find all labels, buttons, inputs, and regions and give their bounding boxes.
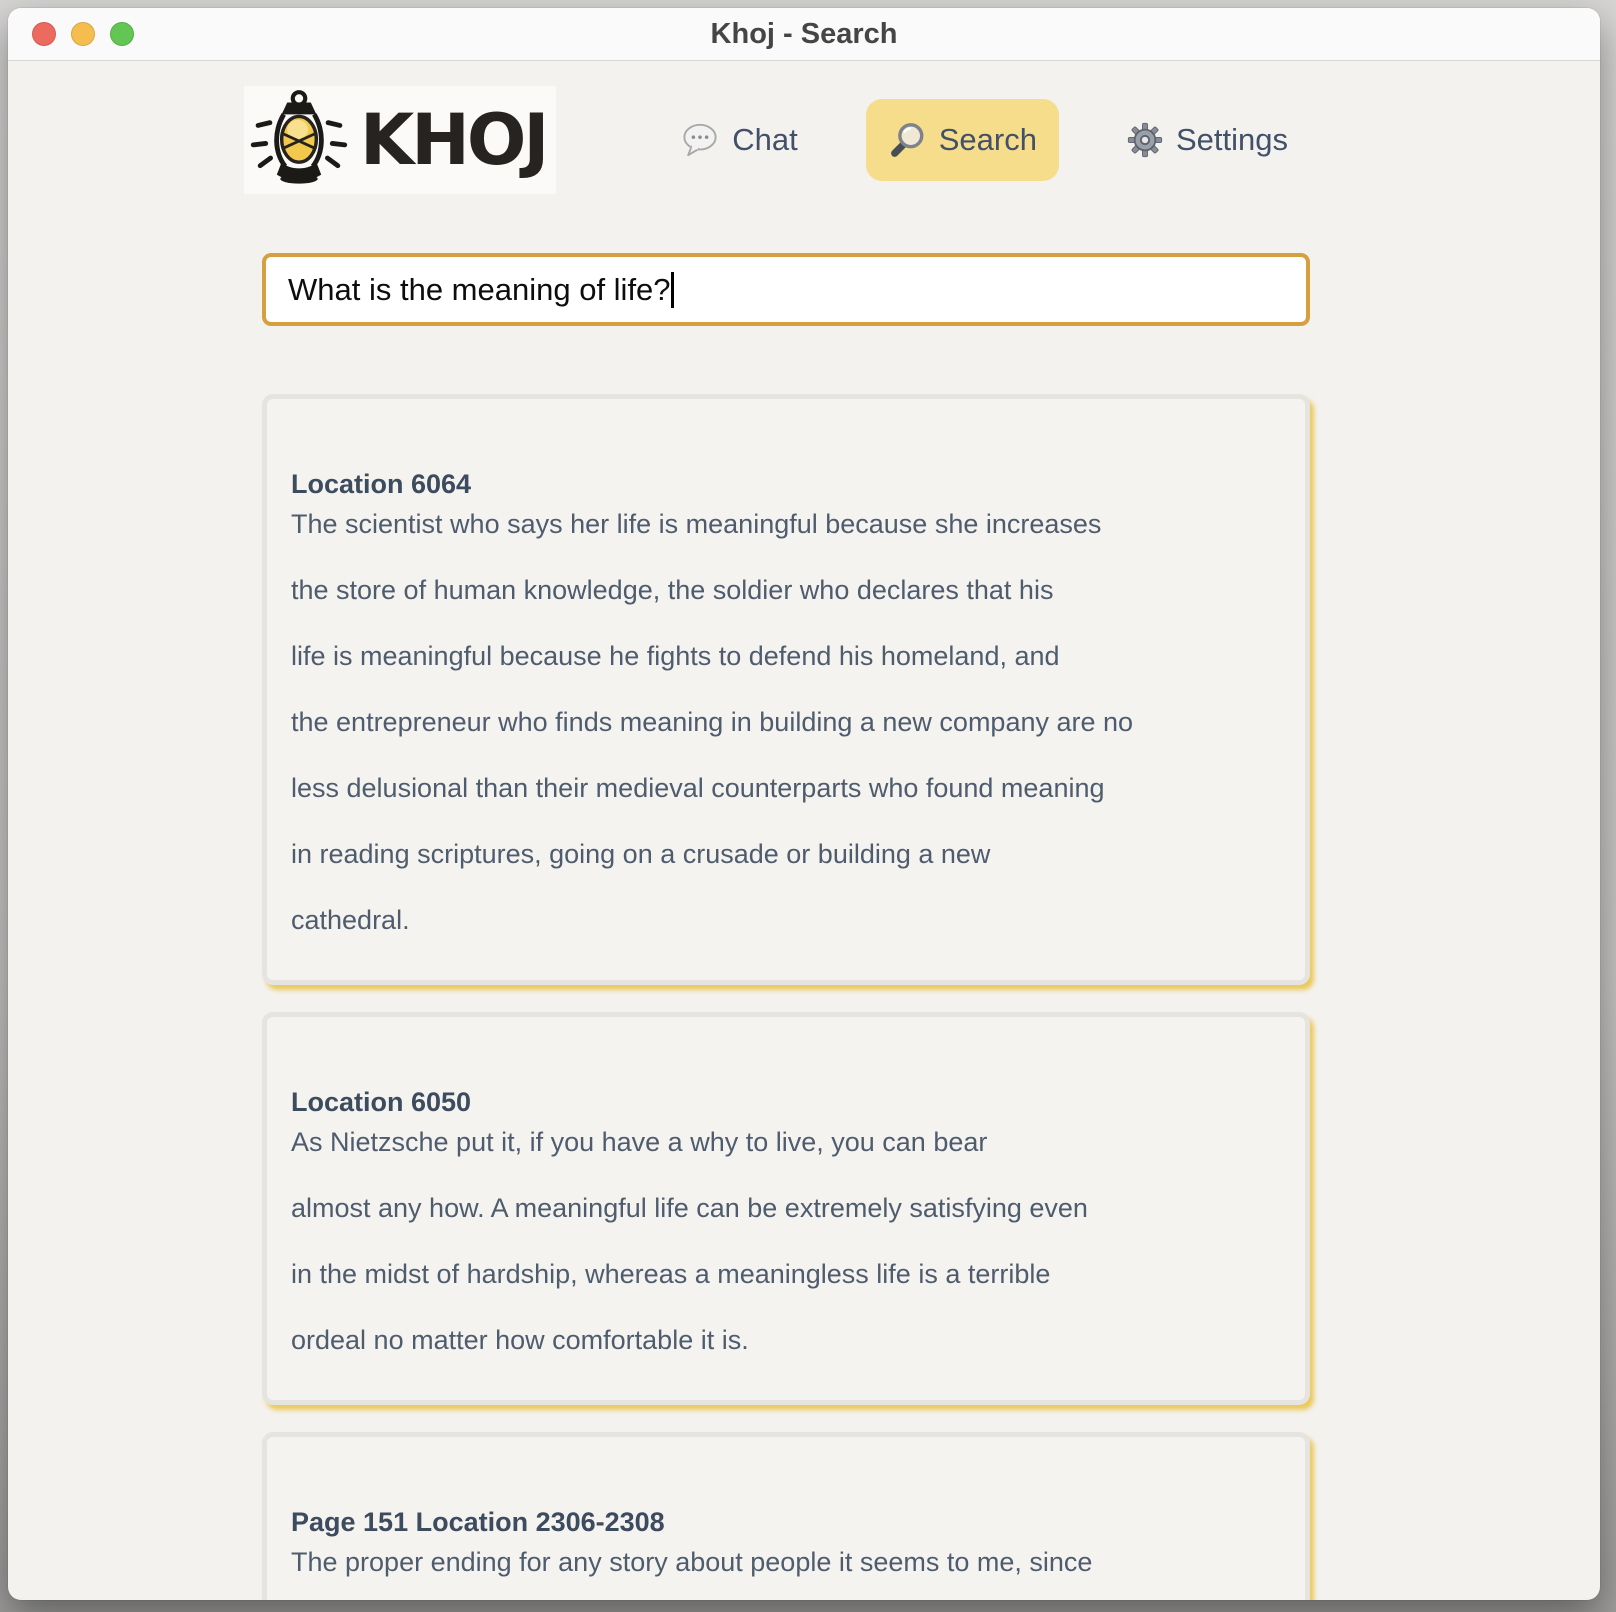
search-input[interactable] [262,253,1310,326]
result-card[interactable]: Location 6064 The scientist who says her… [262,394,1310,985]
result-line: ordeal no matter how comfortable it is. [291,1325,749,1355]
nav-item-search[interactable]: Search [865,99,1059,181]
main-nav: Chat Search [659,99,1310,181]
window-title: Khoj - Search [710,17,898,50]
logo-text: KHOJ [360,99,549,181]
result-line: in reading scriptures, going on a crusad… [291,839,991,869]
result-line: life is meaningful because he fights to … [291,641,1060,671]
result-body: The proper ending for any story about pe… [291,1549,1275,1576]
result-line: in the midst of hardship, whereas a mean… [291,1259,1051,1289]
result-line: As Nietzsche put it, if you have a why t… [291,1127,988,1157]
result-body: As Nietzsche put it, if you have a why t… [291,1129,1275,1354]
header-row: KHOJ [244,61,1310,194]
nav-label-settings: Settings [1175,122,1288,157]
result-heading: Page 151 Location 2306-2308 [291,1507,665,1537]
minimize-button[interactable] [71,22,95,46]
gear-icon [1127,122,1163,158]
nav-label-search: Search [938,122,1037,157]
result-line: the entrepreneur who finds meaning in bu… [291,707,1134,737]
nav-item-settings[interactable]: Settings [1105,100,1310,180]
results-list: Location 6064 The scientist who says her… [262,394,1310,1600]
khoj-logo: KHOJ [244,86,557,194]
result-heading: Location 6064 [291,469,472,499]
zoom-button[interactable] [110,22,134,46]
app-window: Khoj - Search [8,8,1600,1600]
result-heading: Location 6050 [291,1087,472,1117]
result-line: The scientist who says her life is meani… [291,509,1102,539]
result-line: almost any how. A meaningful life can be… [291,1193,1088,1223]
close-button[interactable] [32,22,56,46]
nav-label-chat: Chat [732,122,798,157]
search-box: What is the meaning of life? [262,253,1310,326]
result-line: less delusional than their medieval coun… [291,773,1105,803]
lantern-icon [246,88,352,192]
nav-item-chat[interactable]: Chat [659,100,819,180]
result-card[interactable]: Page 151 Location 2306-2308 The proper e… [262,1432,1310,1600]
result-line: the store of human knowledge, the soldie… [291,575,1054,605]
titlebar: Khoj - Search [8,8,1600,61]
result-line: The proper ending for any story about pe… [291,1547,1093,1577]
traffic-lights [32,22,134,46]
result-body: The scientist who says her life is meani… [291,511,1275,934]
result-line: cathedral. [291,905,410,935]
content-area: KHOJ [8,61,1600,1600]
magnifier-icon [888,121,926,159]
result-card[interactable]: Location 6050 As Nietzsche put it, if yo… [262,1012,1310,1405]
speech-bubble-icon [681,122,719,158]
